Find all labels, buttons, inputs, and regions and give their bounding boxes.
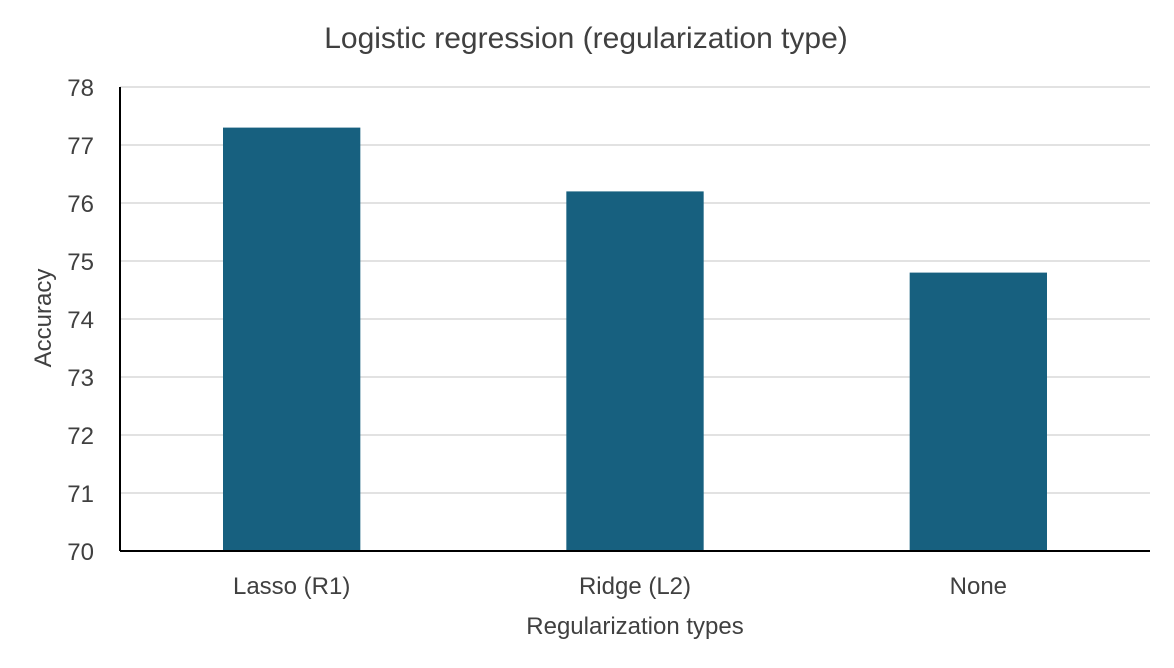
axes <box>119 87 1150 552</box>
bar <box>909 272 1047 551</box>
x-axis-title: Regularization types <box>526 613 743 640</box>
x-tick-labels: Lasso (R1) Ridge (L2) None <box>233 573 1007 600</box>
x-tick-label: Ridge (L2) <box>579 573 691 600</box>
y-tick-label: 78 <box>67 75 94 102</box>
y-tick-label: 70 <box>67 539 94 566</box>
y-tick-label: 74 <box>67 307 94 334</box>
y-tick-label: 73 <box>67 365 94 392</box>
y-tick-label: 72 <box>67 423 94 450</box>
y-tick-label: 76 <box>67 191 94 218</box>
x-tick-label: Lasso (R1) <box>233 573 350 600</box>
y-tick-label: 75 <box>67 249 94 276</box>
bars <box>223 127 1047 551</box>
y-tick-label: 71 <box>67 481 94 508</box>
y-axis-title: Accuracy <box>30 269 57 368</box>
x-tick-label: None <box>950 573 1007 600</box>
bar <box>566 191 704 551</box>
y-tick-label: 77 <box>67 133 94 160</box>
bar <box>223 127 361 551</box>
chart-title: Logistic regression (regularization type… <box>324 22 848 55</box>
y-tick-labels: 70 71 72 73 74 75 76 77 78 <box>67 75 94 566</box>
